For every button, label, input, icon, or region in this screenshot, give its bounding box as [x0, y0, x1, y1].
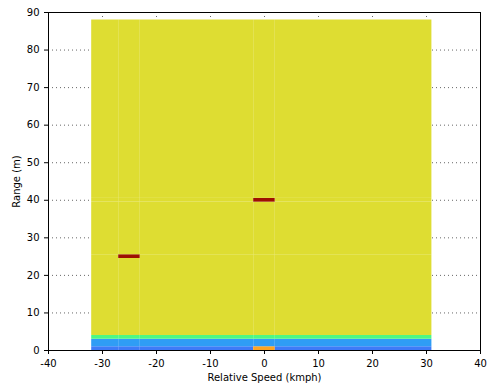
svg-text:40: 40	[27, 194, 40, 205]
svg-text:80: 80	[27, 44, 40, 55]
svg-text:-40: -40	[40, 358, 56, 369]
svg-text:70: 70	[27, 82, 40, 93]
svg-text:-30: -30	[94, 358, 110, 369]
svg-text:40: 40	[474, 358, 487, 369]
svg-text:Relative Speed (kmph): Relative Speed (kmph)	[207, 372, 321, 383]
svg-text:30: 30	[27, 232, 40, 243]
svg-text:90: 90	[27, 7, 40, 18]
svg-text:60: 60	[27, 119, 40, 130]
svg-text:30: 30	[420, 358, 433, 369]
svg-text:0: 0	[33, 345, 39, 356]
svg-text:-20: -20	[148, 358, 164, 369]
svg-text:20: 20	[366, 358, 379, 369]
svg-text:-10: -10	[202, 358, 218, 369]
svg-text:50: 50	[27, 157, 40, 168]
svg-text:10: 10	[312, 358, 325, 369]
svg-text:10: 10	[27, 307, 40, 318]
svg-text:20: 20	[27, 270, 40, 281]
svg-text:0: 0	[261, 358, 267, 369]
svg-text:Range (m): Range (m)	[11, 155, 22, 208]
